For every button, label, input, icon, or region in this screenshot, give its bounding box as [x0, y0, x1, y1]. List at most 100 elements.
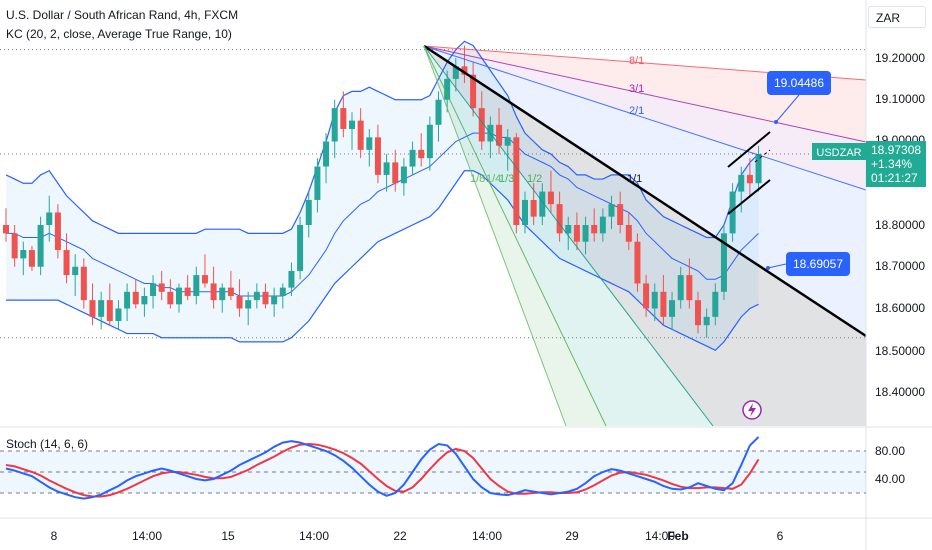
callout-lower-text: 18.69057 [793, 257, 843, 271]
y-tick-label: 18.60000 [875, 301, 925, 315]
candle-body [418, 149, 425, 159]
candle-body [392, 162, 399, 184]
fan-label-1-1: 1/1 [627, 173, 642, 185]
candle-body [54, 212, 61, 251]
candle-body [755, 154, 762, 184]
candle-body [150, 283, 157, 296]
symbol-tag-text: USDZAR [816, 147, 861, 159]
candle-body [11, 233, 18, 259]
drawings: 8/1 3/1 2/1 1/1 1/2 1/31/41/8 19.04486 18.69057 [423, 44, 867, 427]
x-tick-label: 29 [565, 529, 579, 543]
stoch-legend: Stoch (14, 6, 6) [6, 437, 89, 451]
candle-body [210, 283, 217, 301]
candle-body [513, 137, 520, 225]
candle-body [132, 291, 139, 305]
candle-body [617, 204, 624, 225]
wedge-line-upper [727, 131, 771, 168]
candle-body [46, 212, 53, 225]
callout-upper-box [767, 71, 831, 95]
candle-body [167, 291, 174, 305]
candle-body [63, 250, 70, 276]
y-tick-label: 18.70000 [875, 259, 925, 273]
stoch-tick-label: 40.00 [875, 472, 905, 486]
candle-body [340, 108, 347, 129]
candle-body [236, 295, 243, 309]
symbol-tag-box [812, 143, 866, 160]
fan-label-1-4: 1/4 [486, 173, 501, 185]
callout-upper-dot [774, 120, 778, 124]
candle-body [331, 108, 338, 142]
candle-body [720, 233, 727, 292]
candle-body [37, 225, 44, 267]
candle-body [591, 225, 598, 234]
x-tick-label: 14:00 [299, 529, 329, 543]
candle-body [496, 124, 503, 146]
candle-body [3, 225, 9, 234]
callout-lower-box [786, 252, 850, 276]
candle-body [530, 199, 537, 217]
stoch-tick-label: 80.00 [875, 444, 905, 458]
chart-title: U.S. Dollar / South African Rand, 4h, FX… [6, 8, 239, 22]
candle-body [599, 216, 606, 234]
candle-body [660, 291, 667, 317]
x-tick-label: Feb [667, 529, 688, 543]
candle-body [651, 291, 658, 309]
callout-lower-pointer [767, 263, 787, 269]
candle-body [409, 149, 416, 167]
currency-button[interactable]: ZAR [868, 6, 926, 28]
candle-body [279, 287, 286, 296]
stoch-k-line [5, 436, 760, 500]
candle-body [669, 300, 676, 317]
fan-ray-1-2 [423, 45, 714, 427]
candle-body [452, 66, 459, 79]
candle-body [201, 275, 208, 284]
candle-body [374, 137, 381, 175]
candle-body [227, 287, 234, 296]
x-tick-label: 14:00 [132, 529, 162, 543]
y-tick-label: 19.10000 [875, 92, 925, 106]
candle-body [746, 174, 753, 184]
fan-label-1-3: 1/3 [499, 173, 514, 185]
candle-body [106, 300, 113, 322]
candle-body [245, 300, 252, 309]
candle-body [349, 120, 355, 129]
candle-body [478, 108, 485, 142]
stochastic-pane: 80.00 40.00 [0, 436, 905, 500]
candle-body [89, 300, 96, 317]
candle-body [253, 291, 260, 301]
price-tag-change: +1.34% [871, 157, 912, 171]
indicator-legend: KC (20, 2, close, Average True Range, 10… [6, 27, 232, 41]
callout-lower-dot [766, 266, 770, 270]
candle-body [366, 137, 373, 150]
fan-ray-1-1 [423, 44, 867, 338]
fan-ray-1-4 [423, 45, 567, 427]
fan-label-1-2: 1/2 [527, 173, 542, 185]
x-tick-label: 8 [51, 529, 58, 543]
candle-body [262, 291, 269, 305]
x-tick-label: 6 [777, 529, 784, 543]
fan-ray-1-3 [423, 45, 607, 427]
candle-body [547, 191, 554, 205]
candle-body [738, 174, 745, 192]
candle-body [98, 300, 105, 317]
keltner-lower-line [6, 170, 759, 351]
candle-body [470, 74, 477, 109]
candle-body [80, 266, 87, 301]
fan-label-1-8: 1/8 [470, 173, 485, 185]
candle-body [504, 137, 511, 146]
candle-body [28, 250, 35, 267]
candle-body [426, 124, 433, 159]
candle-body [400, 166, 407, 184]
candle-body [72, 266, 79, 276]
candle-body [219, 287, 226, 301]
candle-body [444, 78, 451, 100]
stoch-d-line [5, 442, 760, 498]
x-tick-label: 14:00 [645, 529, 675, 543]
candle-body [565, 225, 572, 234]
candle-body [141, 295, 148, 305]
y-tick-label: 18.80000 [875, 218, 925, 232]
candle-body [271, 295, 278, 305]
candle-body [115, 308, 122, 322]
